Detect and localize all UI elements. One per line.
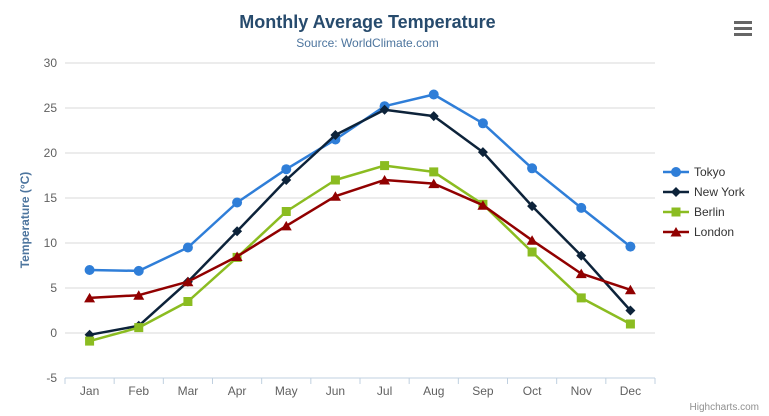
- legend-item-london[interactable]: London: [663, 222, 745, 242]
- y-axis-label: 15: [44, 191, 58, 205]
- legend: Tokyo New York Berlin London: [663, 162, 745, 242]
- series-line: [89, 178, 631, 300]
- diamond-legend-marker-icon: [663, 187, 689, 197]
- data-point[interactable]: [232, 197, 243, 208]
- data-point[interactable]: [575, 268, 587, 279]
- data-point[interactable]: [84, 292, 96, 303]
- data-point[interactable]: [133, 265, 144, 276]
- x-axis-label: Nov: [571, 384, 592, 398]
- data-point[interactable]: [527, 247, 537, 257]
- legend-item-tokyo[interactable]: Tokyo: [663, 162, 745, 182]
- data-point[interactable]: [281, 164, 292, 175]
- x-axis-label: Sep: [472, 384, 494, 398]
- legend-label: Berlin: [694, 205, 725, 219]
- data-point[interactable]: [624, 284, 636, 295]
- data-point[interactable]: [428, 111, 439, 122]
- hamburger-bar: [734, 27, 752, 30]
- y-axis-label: 25: [44, 101, 58, 115]
- credits-link[interactable]: Highcharts.com: [689, 402, 759, 413]
- circle-icon: [671, 167, 681, 177]
- data-point[interactable]: [428, 89, 439, 100]
- x-axis-label: Jun: [326, 384, 345, 398]
- x-axis-label: Oct: [523, 384, 542, 398]
- hamburger-bar: [734, 33, 752, 36]
- data-point[interactable]: [527, 201, 538, 212]
- y-axis-label: 30: [44, 56, 58, 70]
- square-icon: [671, 207, 681, 217]
- data-point[interactable]: [134, 323, 144, 333]
- data-point[interactable]: [280, 220, 292, 231]
- data-point[interactable]: [576, 202, 587, 213]
- hamburger-menu-icon[interactable]: [734, 21, 752, 36]
- triangle-legend-marker-icon: [663, 227, 689, 237]
- data-point[interactable]: [231, 251, 243, 262]
- diamond-icon: [671, 187, 681, 197]
- data-point[interactable]: [85, 336, 95, 346]
- data-point[interactable]: [182, 242, 193, 253]
- legend-item-new-york[interactable]: New York: [663, 182, 745, 202]
- data-point[interactable]: [428, 178, 440, 189]
- legend-item-berlin[interactable]: Berlin: [663, 202, 745, 222]
- data-point[interactable]: [625, 319, 635, 329]
- data-point[interactable]: [477, 118, 488, 129]
- series-line: [89, 164, 632, 343]
- data-point[interactable]: [380, 161, 390, 171]
- triangle-icon: [670, 227, 682, 237]
- y-axis-label: 5: [50, 281, 57, 295]
- x-axis-label: Jan: [80, 384, 99, 398]
- data-point[interactable]: [281, 207, 291, 216]
- x-axis-label: Apr: [228, 384, 247, 398]
- y-axis-label: -5: [46, 371, 57, 385]
- data-point[interactable]: [526, 235, 538, 245]
- data-point[interactable]: [576, 250, 587, 261]
- y-axis-label: 10: [44, 236, 58, 250]
- x-axis-label: Jul: [377, 384, 392, 398]
- data-point[interactable]: [576, 293, 586, 303]
- data-point[interactable]: [379, 175, 391, 185]
- hamburger-bar: [734, 21, 752, 24]
- data-point[interactable]: [329, 191, 341, 201]
- circle-legend-marker-icon: [663, 167, 689, 177]
- data-point[interactable]: [429, 167, 439, 177]
- data-point[interactable]: [183, 297, 193, 306]
- y-axis-label: 0: [50, 326, 57, 340]
- series-line: [89, 93, 632, 273]
- data-point[interactable]: [133, 290, 145, 300]
- x-axis-label: Feb: [128, 384, 149, 398]
- x-axis-label: Aug: [423, 384, 444, 398]
- data-point[interactable]: [330, 175, 340, 185]
- series-london: [84, 175, 636, 303]
- x-axis-label: May: [275, 384, 298, 398]
- data-point[interactable]: [232, 226, 243, 237]
- data-point[interactable]: [281, 175, 292, 185]
- data-point[interactable]: [330, 130, 341, 140]
- series-tokyo: [84, 89, 636, 276]
- x-axis-label: Mar: [178, 384, 199, 398]
- data-point[interactable]: [182, 276, 194, 287]
- y-axis-label: 20: [44, 146, 58, 160]
- square-legend-marker-icon: [663, 207, 689, 217]
- data-point[interactable]: [379, 104, 390, 115]
- data-point[interactable]: [625, 305, 636, 316]
- data-point[interactable]: [477, 147, 488, 158]
- y-axis-title: Temperature (°C): [18, 171, 32, 269]
- data-point[interactable]: [84, 265, 95, 275]
- x-axis-label: Dec: [620, 384, 641, 398]
- legend-label: New York: [694, 185, 745, 199]
- data-point[interactable]: [477, 200, 489, 210]
- data-point[interactable]: [625, 241, 636, 252]
- legend-label: Tokyo: [694, 165, 726, 179]
- legend-label: London: [694, 225, 735, 239]
- series-line: [89, 108, 632, 337]
- series-new-york: [84, 104, 636, 340]
- chart-title: Monthly Average Temperature: [239, 12, 496, 32]
- chart-subtitle: Source: WorldClimate.com: [296, 36, 439, 50]
- data-point[interactable]: [527, 163, 538, 174]
